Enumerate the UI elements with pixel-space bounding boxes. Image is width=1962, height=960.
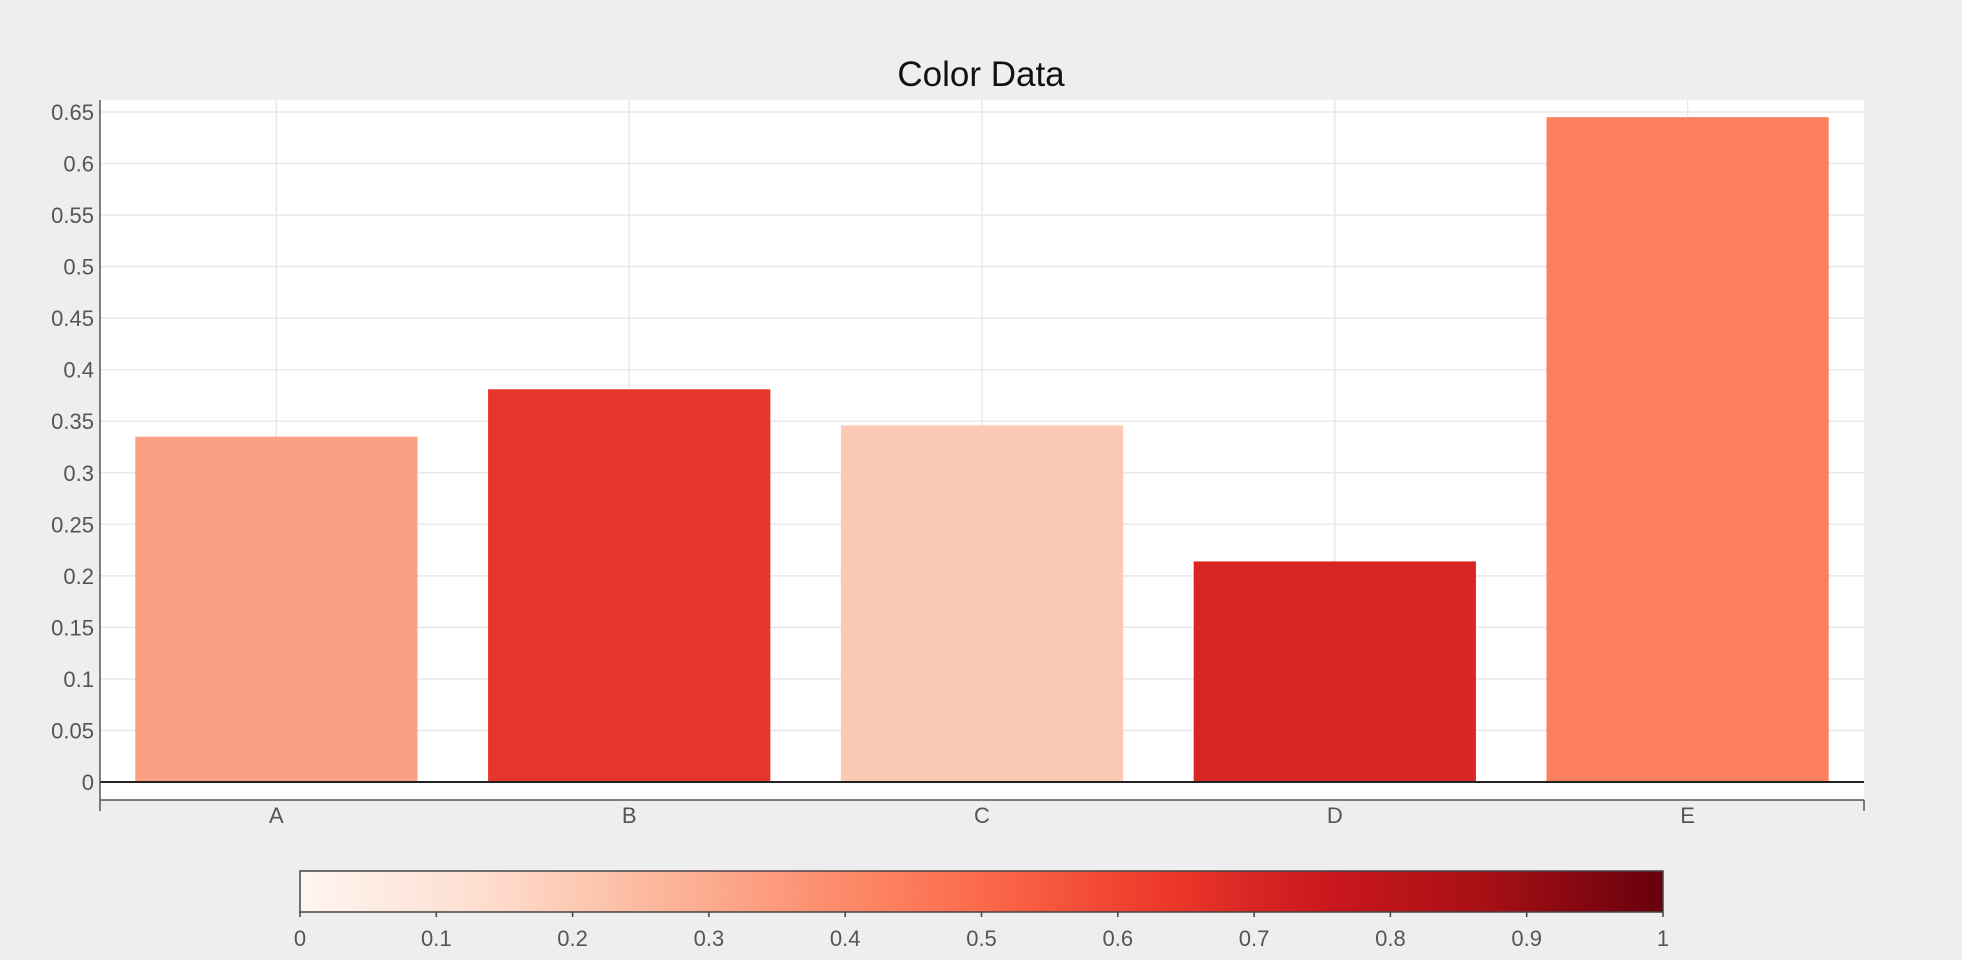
colorbar-gradient (299, 870, 1664, 913)
bar-b[interactable] (488, 389, 771, 782)
y-tick-label: 0.6 (63, 152, 94, 177)
bar-e[interactable] (1546, 117, 1829, 782)
y-tick-label: 0.35 (51, 409, 94, 434)
bar-c[interactable] (840, 425, 1124, 782)
bar-d[interactable] (1193, 561, 1476, 782)
bars (135, 117, 1829, 782)
chart-title: Color Data (897, 55, 1065, 94)
axes (99, 100, 1865, 811)
colorbar-tick-label: 0.8 (1375, 926, 1406, 951)
colorbar-tick-label: 0 (294, 926, 306, 951)
colorbar: 0 0.1 0.2 0.3 0.4 0.5 0.6 0.7 0.8 0.9 1 (294, 870, 1669, 951)
colorbar-tick-label: 0.1 (421, 926, 452, 951)
x-tick-label: A (269, 803, 284, 828)
y-tick-label: 0.05 (51, 718, 94, 743)
colorbar-tick-label: 0.4 (830, 926, 861, 951)
y-tick-label: 0.4 (63, 358, 94, 383)
x-tick-label: C (974, 803, 990, 828)
y-tick-label: 0.2 (63, 564, 94, 589)
y-tick-label: 0.45 (51, 306, 94, 331)
colorbar-tick-label: 1 (1657, 926, 1669, 951)
y-tick-label: 0.55 (51, 203, 94, 228)
y-tick-label: 0.25 (51, 512, 94, 537)
colorbar-tick-label: 0.5 (966, 926, 997, 951)
colorbar-tick-label: 0.7 (1239, 926, 1270, 951)
x-tick-label: E (1680, 803, 1695, 828)
y-tick-label: 0.3 (63, 461, 94, 486)
x-tick-label: D (1327, 803, 1343, 828)
x-tick-label: B (622, 803, 637, 828)
y-tick-label: 0.15 (51, 615, 94, 640)
colorbar-tick-label: 0.3 (694, 926, 725, 951)
colorbar-tick-label: 0.6 (1103, 926, 1134, 951)
x-tick-labels: A B C D E (269, 803, 1695, 828)
colorbar-tick-label: 0.9 (1511, 926, 1542, 951)
bar-a[interactable] (135, 436, 418, 782)
y-tick-label: 0.5 (63, 255, 94, 280)
y-tick-label: 0 (82, 770, 94, 795)
y-tick-labels: 0 0.05 0.1 0.15 0.2 0.25 0.3 0.35 0.4 0.45 0.5 0.55… (51, 100, 94, 795)
colorbar-tick-label: 0.2 (557, 926, 588, 951)
y-tick-label: 0.65 (51, 100, 94, 125)
y-tick-label: 0.1 (63, 667, 94, 692)
